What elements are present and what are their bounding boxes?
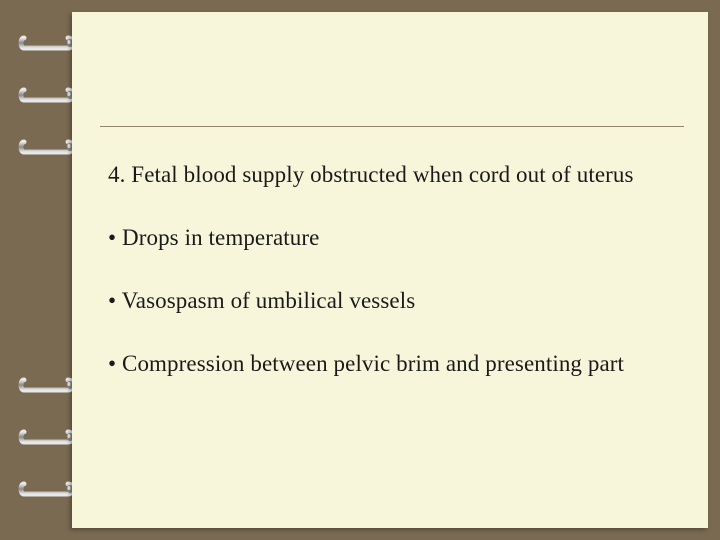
divider-rule [100,126,684,127]
slide-page: 4. Fetal blood supply obstructed when co… [72,12,708,528]
bullet-glyph: • [108,225,116,250]
spiral-ring-icon [18,80,76,110]
bullet-text: Vasospasm of umbilical vessels [122,288,416,313]
spiral-ring-icon [18,422,76,452]
slide-content: 4. Fetal blood supply obstructed when co… [100,12,684,528]
bullet-glyph: • [108,288,116,313]
spiral-ring-icon [18,474,76,504]
bullet-text: Compression between pelvic brim and pres… [122,351,624,376]
spiral-ring-icon [18,28,76,58]
bullet-glyph: • [108,351,116,376]
bullet-item: • Drops in temperature [108,225,319,251]
bullet-item: • Compression between pelvic brim and pr… [108,351,624,377]
bullet-item: • Vasospasm of umbilical vessels [108,288,415,314]
heading-text: 4. Fetal blood supply obstructed when co… [108,162,634,188]
bullet-text: Drops in temperature [122,225,319,250]
spiral-binding [0,0,72,540]
spiral-ring-icon [18,132,76,162]
spiral-ring-icon [18,370,76,400]
